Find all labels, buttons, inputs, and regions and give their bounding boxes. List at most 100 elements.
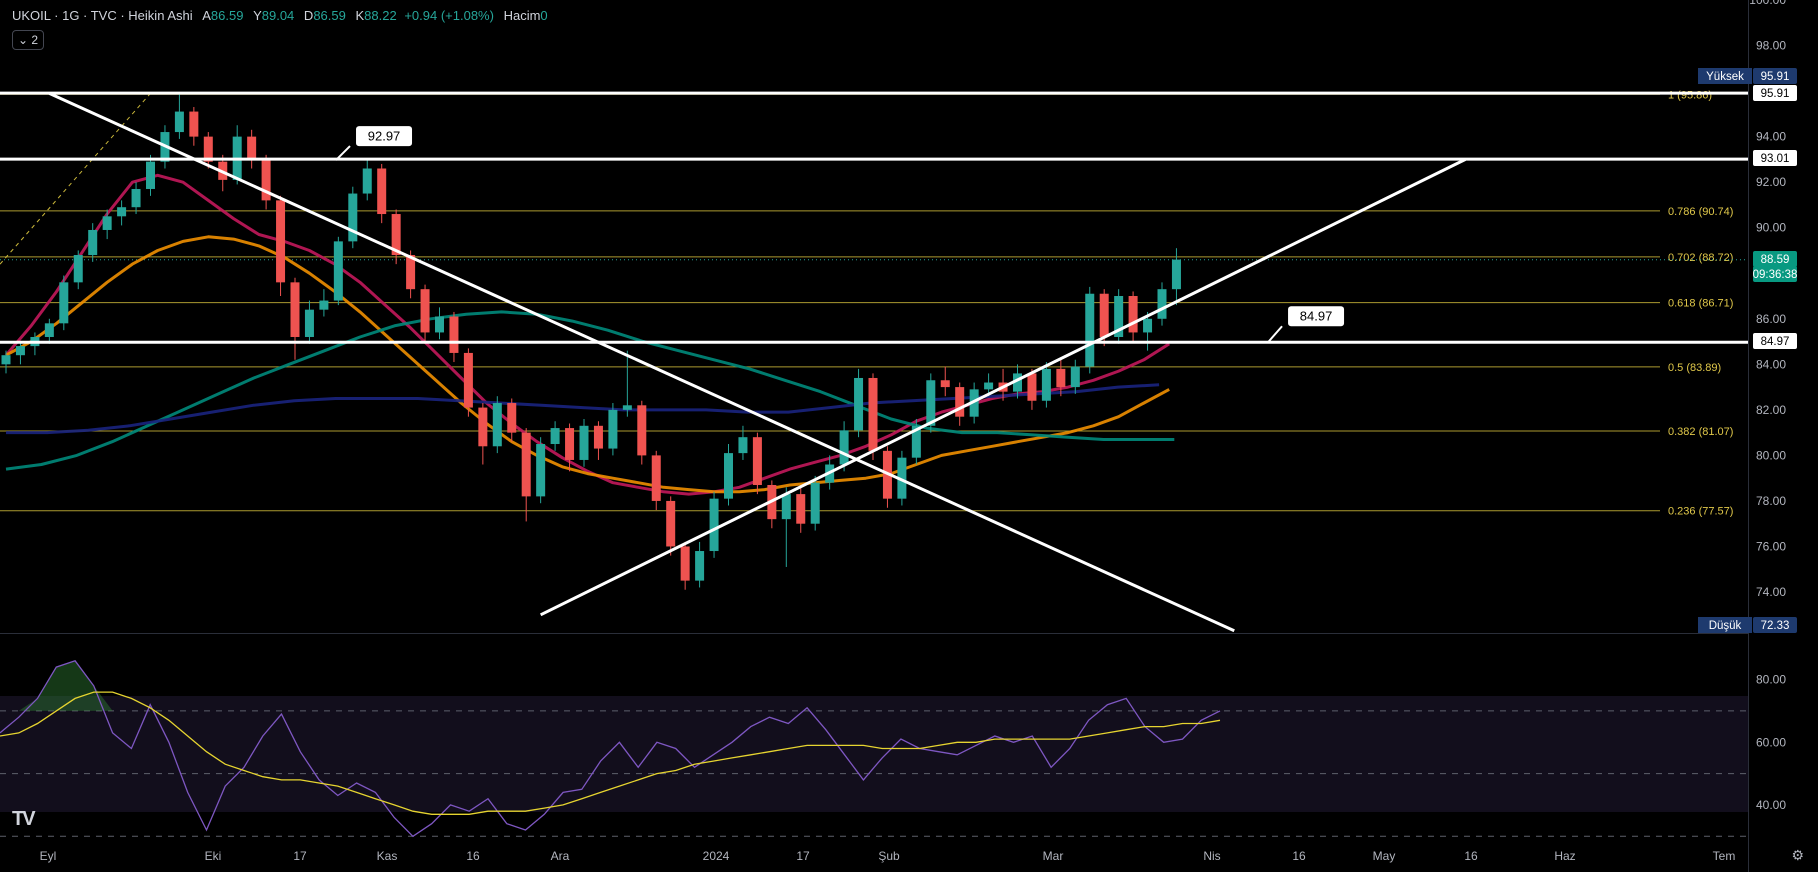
candle-body-60	[868, 377, 878, 451]
close-value: 88.22	[364, 8, 397, 23]
candle-body-40	[579, 425, 589, 460]
candle-body-44	[637, 405, 647, 456]
candle-body-65	[940, 380, 950, 388]
candle-body-25	[362, 168, 372, 194]
candle-body-46	[666, 500, 676, 547]
high-label: Y	[253, 8, 262, 23]
line-badge-1: 95.91	[1761, 88, 1790, 100]
candle-body-14	[203, 136, 213, 162]
price-tick-6: 84.00	[1756, 357, 1786, 371]
drawings[interactable]: 92.97 84.97	[0, 91, 1748, 633]
candle-body-32	[463, 352, 473, 408]
candle-body-77	[1114, 296, 1124, 337]
ma_mid-line	[5, 235, 1170, 494]
candle-body-5	[73, 255, 83, 283]
gear-icon[interactable]: ⚙	[1791, 847, 1804, 863]
candle-body-19	[276, 200, 286, 283]
fib-label-2: 0.702 (88.72)	[1668, 252, 1733, 264]
rsi-tick-2: 40.00	[1756, 798, 1786, 812]
candle-body-50	[724, 453, 733, 499]
time-tick-11: 16	[1292, 849, 1306, 863]
time-tick-0: Eyl	[40, 849, 57, 863]
indicators-collapse-button[interactable]: ⌄ 2	[12, 30, 44, 50]
price-tick-5: 86.00	[1756, 312, 1786, 326]
rsi-tick-1: 60.00	[1756, 735, 1786, 749]
candle-body-3	[44, 323, 54, 337]
candle-body-62	[897, 457, 907, 499]
candle-body-45	[651, 455, 661, 501]
candle-body-80	[1157, 289, 1167, 319]
callout-box-0	[356, 126, 413, 147]
candle-body-35	[507, 403, 517, 433]
candle-body-13	[189, 111, 199, 137]
rsi-overbought-fill	[0, 660, 113, 711]
tradingview-logo[interactable]: TV	[12, 808, 36, 830]
price-tick-8: 80.00	[1756, 448, 1786, 462]
low-value: 86.59	[313, 8, 346, 23]
candle-body-38	[550, 428, 560, 445]
candle-body-58	[839, 430, 849, 465]
candle-body-12	[174, 111, 184, 133]
low-label: D	[303, 8, 314, 23]
callout-pointer-1	[1267, 325, 1283, 343]
candle-body-54	[781, 494, 791, 520]
price-tick-10: 76.00	[1756, 539, 1786, 553]
fib-label-0: 1 (95.86)	[1668, 89, 1712, 101]
candle-body-6	[88, 229, 98, 256]
time-tick-15: Tem	[1713, 849, 1736, 863]
candle-body-7	[102, 216, 112, 230]
fib-anchor-line	[0, 93, 151, 265]
trendline-0	[48, 91, 1235, 633]
candle-body-29	[420, 289, 430, 333]
candle-body-49	[709, 498, 719, 552]
candle-body-30	[435, 316, 444, 333]
low-tag-bg	[1698, 617, 1752, 633]
time-tick-12: May	[1373, 849, 1396, 863]
open-label: A	[202, 8, 211, 23]
low-tag: Düşük	[1709, 620, 1742, 632]
price-tick-11: 74.00	[1756, 585, 1786, 599]
rsi-tick-0: 80.00	[1756, 673, 1786, 687]
high-badge: 95.91	[1761, 71, 1790, 83]
legend-header: UKOIL · 1G · TVC · Heikin Ashi A 86.59 Y 8…	[12, 8, 548, 23]
time-tick-9: Mar	[1043, 849, 1064, 863]
candle-body-41	[593, 425, 603, 449]
callout-text-0: 92.97	[368, 129, 401, 144]
candle-body-22	[319, 300, 329, 310]
candle-body-43	[622, 405, 632, 410]
price-tick-0: 100.00	[1749, 0, 1786, 7]
rsi-panel	[0, 660, 1748, 838]
candle-body-55	[796, 494, 806, 524]
candle-body-71	[1027, 373, 1037, 401]
time-tick-3: Kas	[377, 849, 398, 863]
symbol-title[interactable]: UKOIL · 1G · TVC · Heikin Ashi	[12, 8, 193, 23]
candle-body-52	[752, 437, 762, 485]
change-value: +0.94 (+1.08%)	[404, 8, 494, 23]
candle-body-1	[15, 346, 25, 356]
line-badge-1-bg	[1753, 85, 1797, 101]
candle-body-48	[695, 551, 705, 581]
candle-body-59	[854, 377, 864, 431]
low-badge: 72.33	[1761, 620, 1790, 632]
candle-body-81	[1171, 259, 1181, 290]
candle-body-20	[290, 282, 300, 337]
price-tick-1: 98.00	[1756, 39, 1786, 53]
candle-body-42	[608, 409, 618, 449]
close-label: K	[355, 8, 365, 23]
fib-label-1: 0.786 (90.74)	[1668, 206, 1733, 218]
last-price-badge-bg	[1753, 251, 1797, 267]
candle-body-47	[680, 546, 690, 581]
time-axis: Eyl Eki 17 Kas 16 Ara 2024 17 Şub Mar Nis 16 May 16 Ha…	[40, 849, 1736, 863]
line-badge-2: 93.01	[1761, 153, 1790, 165]
price-tick-7: 82.00	[1756, 403, 1786, 417]
candle-body-56	[810, 482, 820, 524]
rsi_ma-line	[0, 691, 1221, 815]
line-badge-3: 84.97	[1761, 336, 1790, 348]
volume-label: Hacim	[503, 8, 541, 23]
candle-body-24	[348, 193, 358, 242]
ma_teal-line	[5, 310, 1175, 471]
time-tick-10: Nis	[1203, 849, 1220, 863]
candle-body-36	[521, 432, 531, 497]
candle-body-23	[333, 241, 343, 301]
